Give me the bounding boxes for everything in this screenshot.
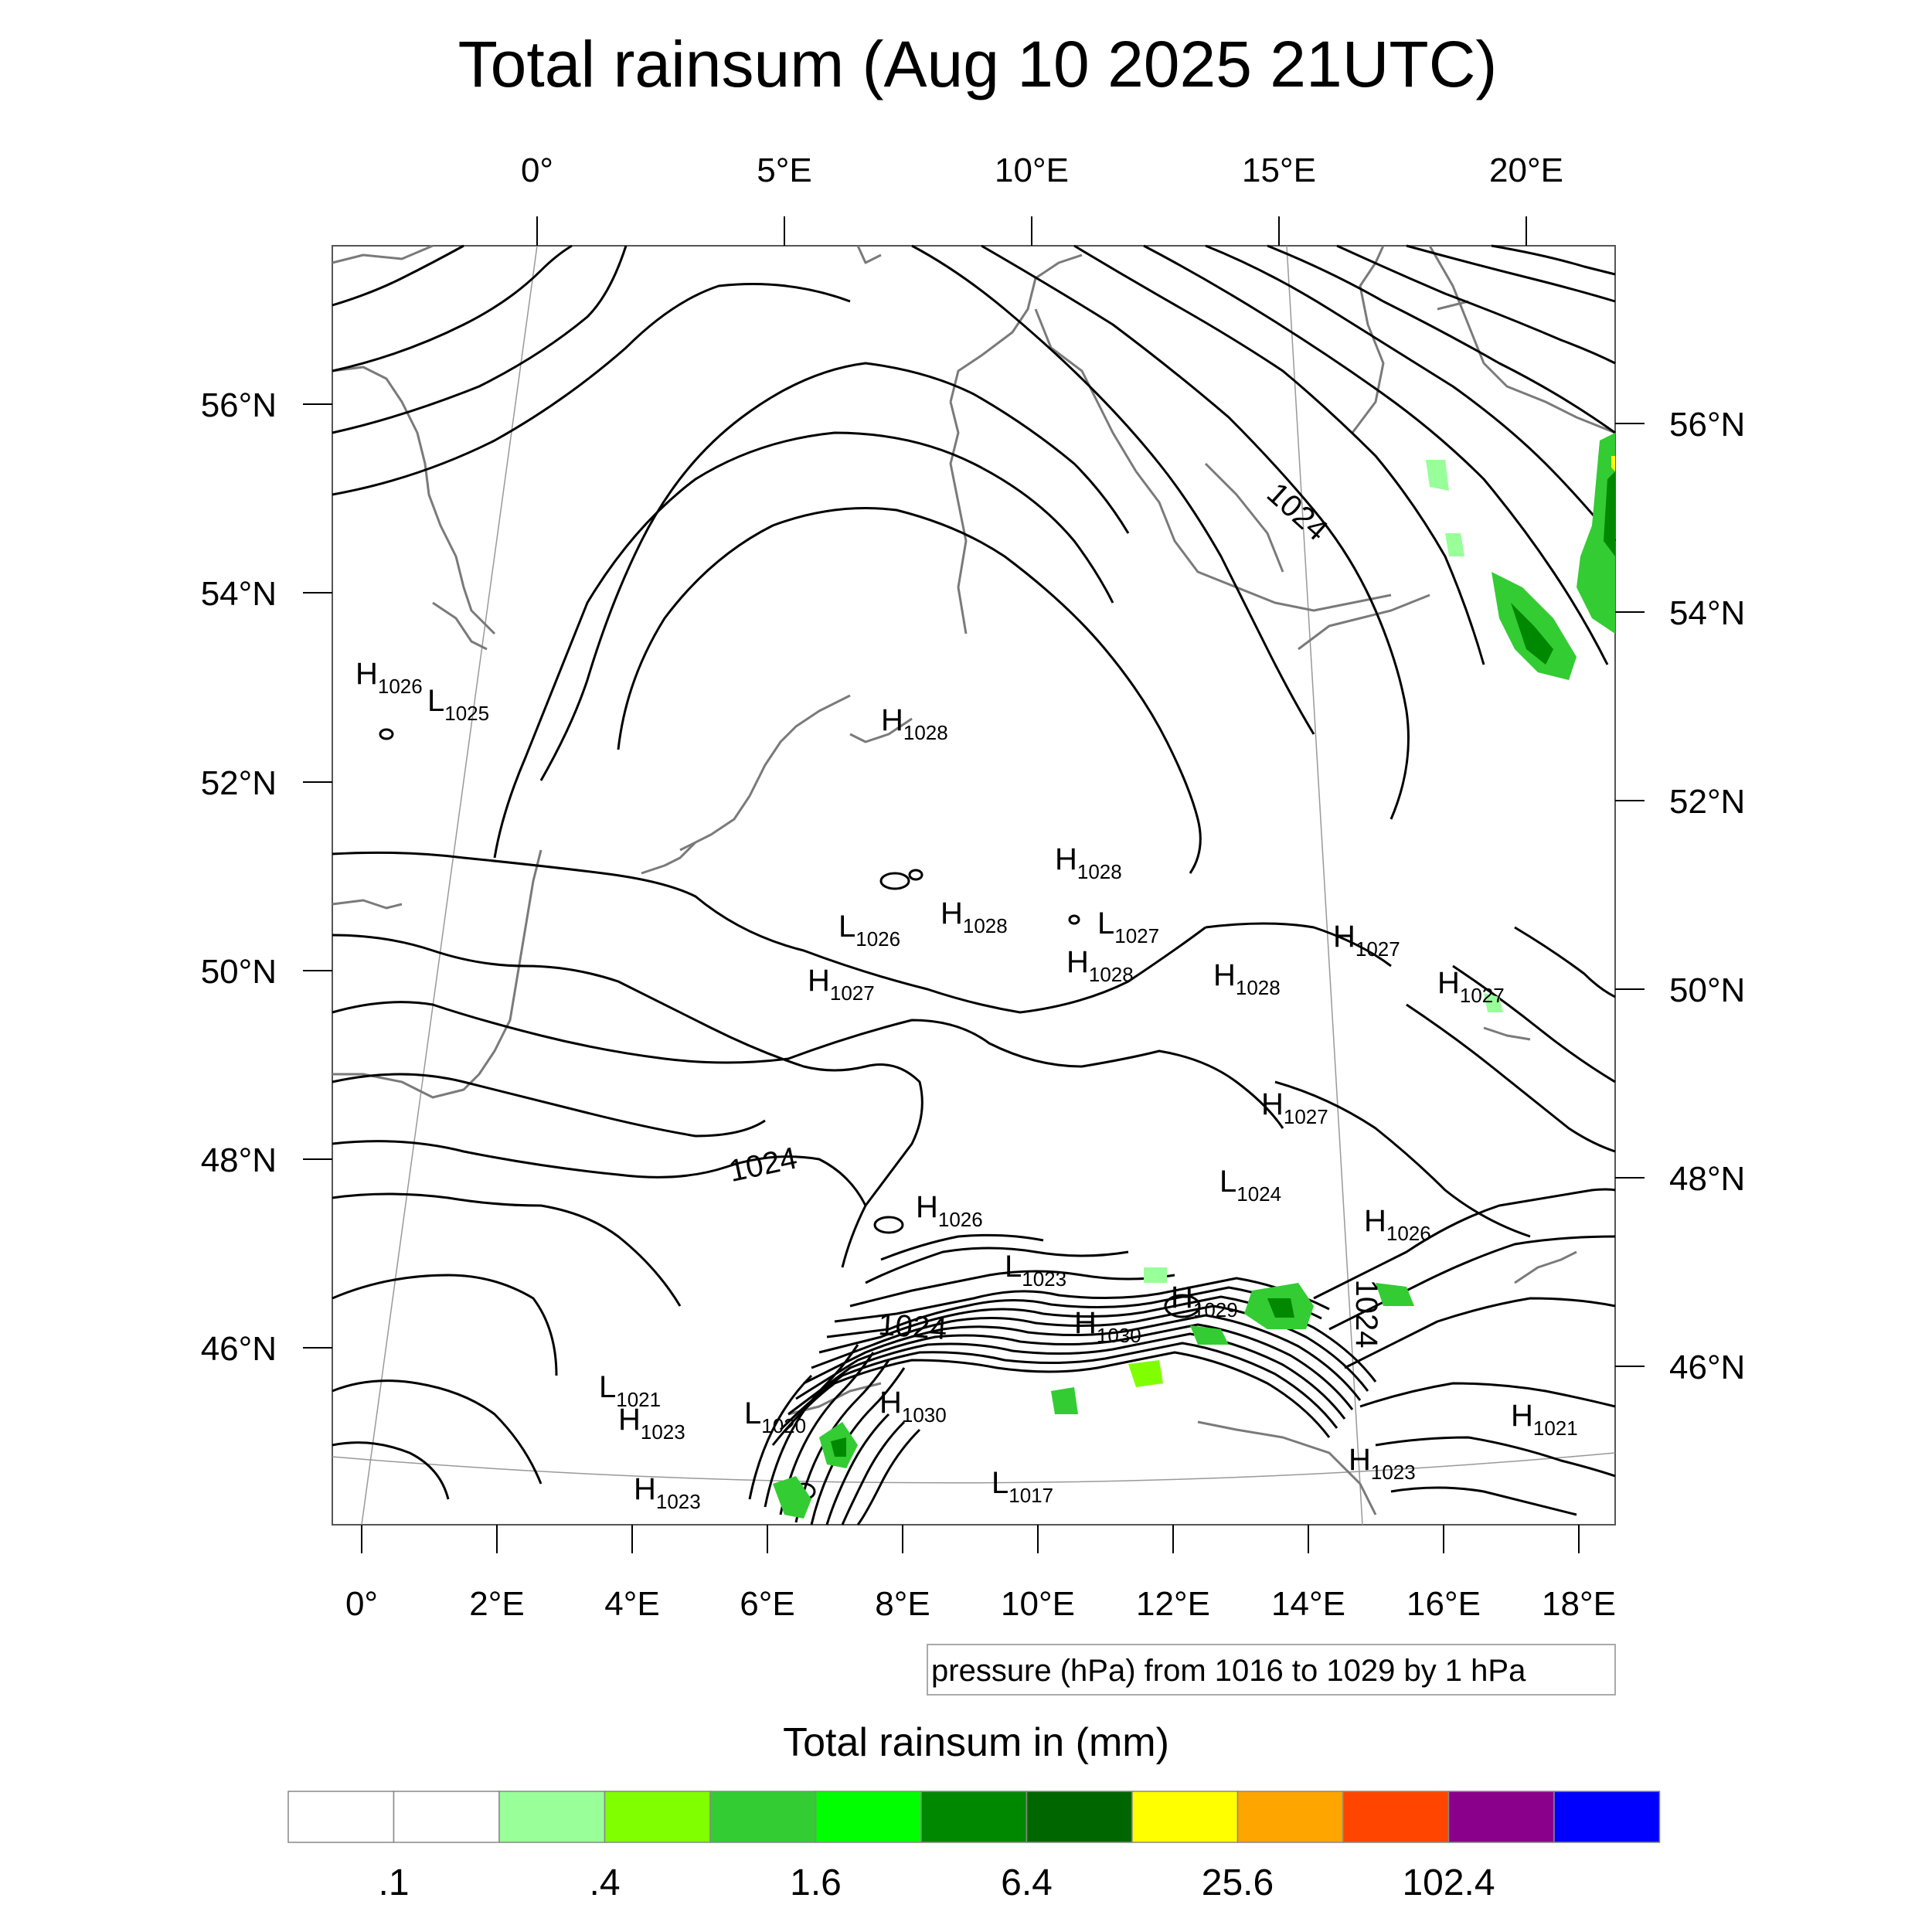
low-pressure-label: L1025	[427, 684, 489, 725]
low-pressure-label: L1020	[744, 1396, 806, 1437]
colorbar-swatch	[1026, 1791, 1133, 1843]
high-pressure-label: H1021	[1511, 1399, 1578, 1440]
colorbar-swatch	[1447, 1791, 1555, 1843]
low-pressure-label: L1023	[1005, 1250, 1066, 1291]
high-pressure-label: H1028	[1055, 842, 1122, 883]
colorbar-label: .1	[378, 1862, 409, 1903]
high-pressure-label: H1027	[808, 964, 875, 1005]
high-pressure-label: H1028	[881, 703, 948, 744]
colorbar-label: 1.6	[790, 1862, 842, 1903]
colorbar	[287, 1791, 1661, 1843]
high-pressure-label: H1027	[1437, 966, 1505, 1007]
high-pressure-label: H1030	[1074, 1306, 1141, 1347]
low-pressure-label: L1024	[1219, 1165, 1281, 1206]
lon-label: 6°E	[740, 1585, 794, 1623]
high-pressure-label: H1028	[1213, 958, 1281, 999]
colorbar-swatch	[709, 1791, 817, 1843]
colorbar-swatch	[920, 1791, 1028, 1843]
lat-label: 56°N	[1669, 406, 1745, 444]
lon-label: 2°E	[469, 1585, 524, 1623]
map-frame	[332, 245, 1616, 1526]
high-pressure-label: H1030	[879, 1386, 947, 1427]
high-pressure-label: H1023	[618, 1403, 685, 1444]
isobars	[332, 244, 1617, 1526]
high-pressure-label: H1026	[916, 1190, 983, 1231]
high-pressure-label: H1028	[1066, 945, 1134, 986]
rain-patches	[773, 433, 1615, 1519]
top-lon-labels: 0° 5°E 10°E 15°E 20°E	[521, 151, 1563, 189]
lon-label: 20°E	[1489, 151, 1563, 189]
lat-label: 52°N	[1669, 783, 1745, 821]
lat-label: 56°N	[201, 386, 277, 424]
isobar-label: 1024	[877, 1308, 948, 1346]
colorbar-swatch	[815, 1791, 922, 1843]
colorbar-label: 102.4	[1402, 1862, 1495, 1903]
colorbar-labels: .1 .4 1.6 6.4 25.6 102.4	[378, 1862, 1495, 1903]
lon-label: 10°E	[995, 151, 1069, 189]
lat-label: 50°N	[201, 953, 277, 991]
lon-label: 14°E	[1271, 1585, 1345, 1623]
contour-info-box	[927, 1644, 1616, 1696]
lon-label: 8°E	[875, 1585, 930, 1623]
lat-label: 54°N	[201, 575, 277, 613]
lat-label: 50°N	[1669, 971, 1745, 1009]
lon-label: 0°	[521, 151, 553, 189]
lon-label: 15°E	[1242, 151, 1316, 189]
lon-label: 18°E	[1542, 1585, 1616, 1623]
high-pressure-label: H1023	[634, 1472, 701, 1513]
high-pressure-label: H1023	[1349, 1443, 1416, 1484]
bottom-lon-labels: 0° 2°E 4°E 6°E 8°E 10°E 12°E 14°E 16°E 1…	[345, 1585, 1616, 1623]
high-pressure-label: H1026	[1364, 1204, 1431, 1245]
lat-label: 54°N	[1669, 594, 1745, 632]
lon-label: 12°E	[1136, 1585, 1210, 1623]
low-pressure-label: L1017	[992, 1466, 1053, 1507]
colorbar-swatch	[498, 1791, 606, 1843]
colorbar-swatch	[393, 1791, 500, 1843]
colorbar-swatch	[287, 1791, 395, 1843]
lat-label: 48°N	[1669, 1160, 1745, 1198]
map-title: Total rainsum (Aug 10 2025 21UTC)	[458, 28, 1498, 100]
low-pressure-label: L1026	[838, 910, 900, 951]
lon-label: 4°E	[604, 1585, 659, 1623]
high-pressure-label: H1028	[940, 896, 1008, 937]
colorbar-label: 6.4	[1001, 1862, 1053, 1903]
colorbar-title: Total rainsum in (mm)	[783, 1720, 1169, 1765]
colorbar-swatch	[1342, 1791, 1450, 1843]
right-lat-labels: 56°N 54°N 52°N 50°N 48°N 46°N	[1669, 406, 1745, 1386]
low-pressure-label: L1027	[1097, 906, 1159, 947]
isobar-label: 1024	[1349, 1280, 1383, 1349]
colorbar-swatch	[604, 1791, 711, 1843]
low-pressure-label: L1021	[599, 1370, 661, 1411]
lon-label: 5°E	[757, 151, 811, 189]
high-pressure-label: H1029	[1171, 1281, 1238, 1321]
lat-label: 48°N	[201, 1141, 277, 1179]
colorbar-swatch	[1553, 1791, 1661, 1843]
colorbar-label: 25.6	[1202, 1862, 1274, 1903]
colorbar-swatch	[1131, 1791, 1239, 1843]
lat-label: 46°N	[201, 1330, 277, 1368]
high-pressure-label: H1026	[355, 657, 423, 698]
lon-label: 0°	[345, 1585, 378, 1623]
colorbar-swatch	[1236, 1791, 1344, 1843]
high-pressure-label: H1027	[1261, 1087, 1328, 1128]
lat-label: 46°N	[1669, 1349, 1745, 1386]
contour-info: pressure (hPa) from 1016 to 1029 by 1 hP…	[931, 1654, 1526, 1688]
lon-label: 10°E	[1001, 1585, 1075, 1623]
left-lat-labels: 56°N 54°N 52°N 50°N 48°N 46°N	[201, 386, 277, 1368]
high-pressure-label: H1027	[1333, 920, 1400, 961]
lon-label: 16°E	[1406, 1585, 1481, 1623]
lat-label: 52°N	[201, 764, 277, 802]
graticule	[332, 245, 1616, 1526]
colorbar-label: .4	[589, 1862, 620, 1903]
tick-marks	[303, 216, 1645, 1553]
